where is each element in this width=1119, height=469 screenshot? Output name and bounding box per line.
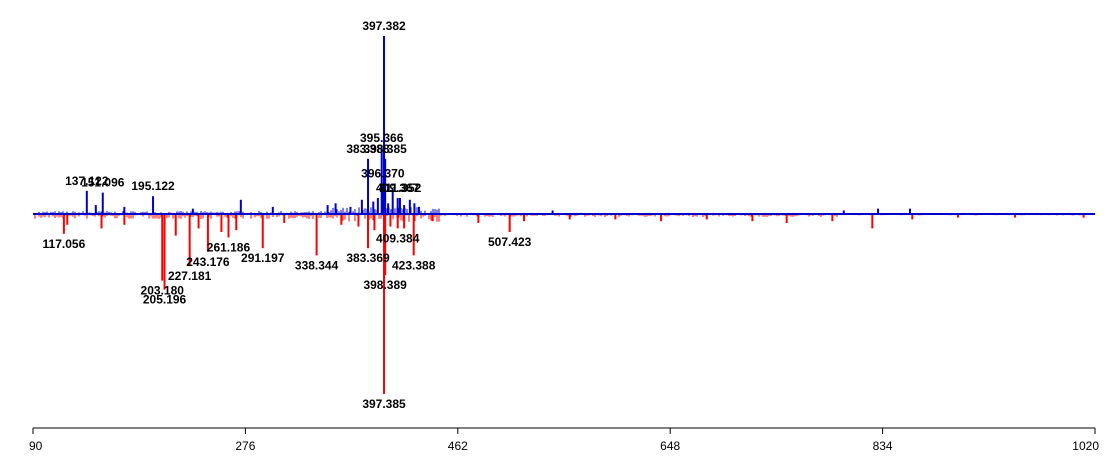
x-axis: 90 276 462 648 834 1020 — [29, 427, 1099, 453]
peak-label-bottom-397-385: 397.385 — [362, 397, 406, 411]
x-tick-label-462: 462 — [448, 439, 468, 453]
peak-label-bottom-291-197: 291.197 — [241, 251, 285, 265]
peak-label-bottom-227-181: 227.181 — [168, 269, 212, 283]
x-tick-label-1020: 1020 — [1072, 439, 1099, 453]
peak-label-top-396-37: 396.370 — [361, 167, 405, 181]
peak-label-top-151-096: 151.096 — [81, 176, 125, 190]
peak-label-bottom-383-369: 383.369 — [346, 251, 390, 265]
peak-label-top-397-382: 397.382 — [362, 19, 406, 33]
peak-label-bottom-398-389: 398.389 — [363, 278, 407, 292]
peak-label-top-383-388: 383.388 — [346, 142, 390, 156]
peak-label-bottom-507-423: 507.423 — [488, 235, 532, 249]
x-tick-label-90: 90 — [29, 439, 43, 453]
peak-label-bottom-117-056: 117.056 — [43, 237, 86, 251]
peak-label-bottom-261-186: 261.186 — [207, 240, 251, 254]
bars-layer — [62, 36, 1085, 394]
peak-label-top-398-385: 398.385 — [363, 142, 407, 156]
peak-label-bottom-203-18: 203.180 — [141, 284, 185, 298]
peak-labels: 397.382395.366383.388398.385396.370409.3… — [43, 19, 532, 411]
peak-label-bottom-423-388: 423.388 — [392, 258, 436, 272]
peak-label-top-409-367: 409.367 — [376, 181, 420, 195]
peak-label-top-411-352: 411.352 — [379, 181, 422, 195]
peak-label-bottom-243-176: 243.176 — [186, 255, 230, 269]
peak-label-top-395-366: 395.366 — [360, 131, 404, 145]
peak-label-top-195-122: 195.122 — [131, 179, 175, 193]
peak-label-bottom-409-384: 409.384 — [376, 231, 420, 245]
peak-label-bottom-205-196: 205.196 — [143, 293, 187, 307]
peak-label-bottom-338-344: 338.344 — [295, 258, 339, 272]
x-tick-label-648: 648 — [660, 439, 680, 453]
x-tick-label-276: 276 — [235, 439, 255, 453]
x-tick-label-834: 834 — [873, 439, 893, 453]
peak-label-top-137-122: 137.122 — [65, 174, 109, 188]
